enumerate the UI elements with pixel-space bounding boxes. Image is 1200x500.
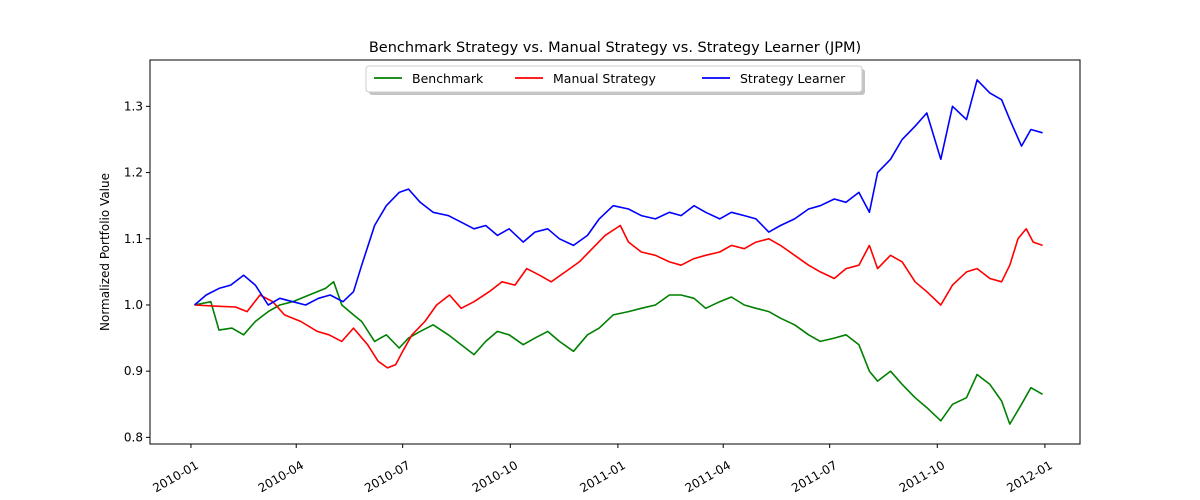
legend-box: [365, 65, 863, 93]
series-line-strategy-learner: [193, 79, 1043, 306]
y-axis-label: Normalized Portfolio Value: [98, 173, 112, 331]
x-tick-label: 2010-10: [470, 458, 520, 495]
x-axis: 2010-01 2010-04 2010-07 2010-10 2011-01 2011-…: [150, 444, 1055, 495]
series-line-benchmark: [194, 280, 1043, 425]
x-tick-label: 2012-01: [1004, 458, 1054, 495]
x-tick-label: 2011-04: [683, 458, 733, 495]
axes-frame: [149, 59, 1081, 445]
x-tick-label: 2010-07: [362, 458, 412, 495]
y-tick-label: 1.3: [124, 99, 143, 113]
x-tick-label: 2010-04: [256, 458, 306, 495]
y-tick-label: 1.2: [124, 166, 143, 180]
x-tick-label: 2010-01: [150, 458, 200, 495]
legend: Benchmark Manual Strategy Strategy Learner: [365, 65, 865, 95]
y-tick-label: 1.1: [124, 232, 143, 246]
legend-label: Manual Strategy: [553, 71, 657, 86]
chart-title: Benchmark Strategy vs. Manual Strategy v…: [369, 40, 861, 56]
legend-label: Benchmark: [412, 71, 484, 86]
plot-area: [193, 79, 1043, 425]
x-tick-label: 2011-07: [789, 458, 839, 495]
y-tick-label: 1.0: [124, 298, 143, 312]
x-tick-label: 2011-01: [577, 458, 627, 495]
x-tick-label: 2011-10: [897, 458, 947, 495]
y-tick-label: 0.8: [124, 430, 143, 444]
series-line-manual-strategy: [194, 224, 1043, 369]
y-axis: 0.8 0.9 1.0 1.1 1.2 1.3: [124, 99, 150, 444]
legend-label: Strategy Learner: [740, 71, 846, 86]
y-tick-label: 0.9: [124, 364, 143, 378]
